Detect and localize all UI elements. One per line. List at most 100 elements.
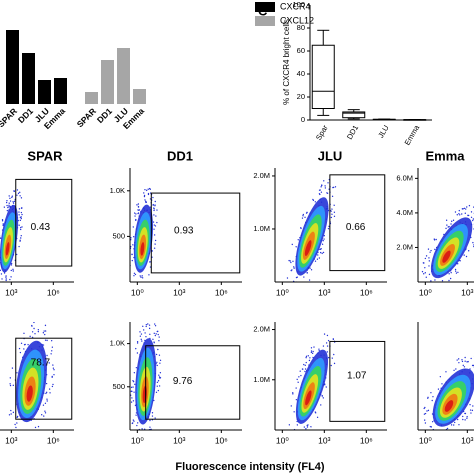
event-dot: [46, 400, 48, 402]
event-dot: [156, 385, 158, 387]
event-dot: [435, 238, 437, 241]
event-dot: [442, 436, 444, 438]
event-dot: [20, 237, 22, 239]
event-dot: [301, 431, 303, 433]
event-dot: [20, 440, 22, 442]
category-label: Spar: [314, 123, 330, 142]
event-dot: [456, 359, 458, 361]
event-dot: [53, 373, 55, 376]
flow-panel: 10⁰ 10³ 10⁶ 500 1.0K 9.76: [110, 322, 242, 445]
event-dot: [424, 266, 426, 269]
event-dot: [130, 386, 133, 389]
bar: [133, 89, 146, 104]
event-dot: [136, 342, 139, 344]
event-dot: [330, 216, 333, 219]
event-dot: [18, 208, 21, 210]
event-dot: [305, 432, 307, 434]
event-dot: [295, 387, 297, 389]
event-dot: [449, 277, 452, 280]
event-dot: [454, 211, 457, 213]
event-dot: [462, 208, 464, 210]
event-dot: [448, 273, 450, 275]
event-dot: [325, 342, 328, 344]
density: [130, 187, 158, 279]
event-dot: [149, 426, 151, 428]
event-dot: [321, 252, 323, 255]
bar: [6, 30, 19, 104]
event-dot: [34, 426, 37, 429]
density-level: [140, 242, 145, 256]
event-dot: [142, 325, 144, 328]
event-dot: [469, 409, 472, 411]
event-dot: [148, 187, 151, 190]
category-label: DD1: [16, 106, 35, 125]
event-dot: [309, 267, 311, 269]
event-dot: [319, 251, 322, 254]
event-dot: [147, 323, 149, 325]
event-dot: [327, 339, 330, 342]
y-axis-title: % of CXCR4 bright cells: [282, 19, 291, 105]
event-dot: [299, 370, 301, 372]
event-dot: [145, 323, 148, 326]
event-dot: [31, 325, 33, 327]
event-dot: [132, 380, 134, 382]
event-dot: [144, 440, 145, 441]
event-dot: [154, 334, 157, 337]
event-dot: [52, 364, 54, 366]
event-dot: [44, 402, 47, 405]
event-dot: [33, 322, 35, 324]
event-dot: [321, 184, 323, 186]
event-dot: [18, 224, 20, 226]
bar: [117, 48, 130, 104]
event-dot: [15, 253, 18, 256]
event-dot: [429, 425, 432, 428]
event-dot: [445, 219, 448, 221]
event-dot: [140, 276, 142, 278]
event-dot: [41, 414, 43, 416]
event-dot: [288, 259, 290, 262]
flow-panel: 10⁰10³10⁶0.43: [0, 178, 74, 297]
x-tick-label: 10³: [173, 435, 185, 445]
event-dot: [5, 201, 8, 204]
event-dot: [149, 260, 151, 263]
event-dot: [432, 288, 434, 290]
event-dot: [441, 279, 444, 282]
event-dot: [43, 415, 45, 417]
gate-percent: 1.07: [347, 371, 367, 382]
event-dot: [464, 356, 466, 359]
event-dot: [434, 248, 436, 251]
event-dot: [427, 397, 429, 399]
event-dot: [154, 239, 157, 242]
x-tick-label: 10⁰: [276, 287, 289, 297]
event-dot: [423, 273, 425, 275]
density: [423, 356, 474, 439]
event-dot: [20, 342, 23, 344]
event-dot: [20, 207, 23, 209]
event-dot: [18, 211, 20, 213]
event-dot: [153, 207, 155, 209]
event-dot: [133, 372, 136, 374]
event-dot: [133, 275, 135, 277]
event-dot: [134, 273, 137, 276]
event-dot: [136, 340, 139, 343]
event-dot: [134, 383, 136, 385]
event-dot: [52, 367, 55, 369]
y-tick-label: 500: [112, 231, 125, 240]
event-dot: [466, 417, 468, 419]
event-dot: [292, 392, 294, 394]
event-dot: [147, 188, 149, 190]
event-dot: [433, 239, 436, 241]
event-dot: [333, 362, 336, 365]
event-dot: [440, 437, 442, 439]
event-dot: [320, 404, 322, 406]
event-dot: [12, 202, 15, 204]
event-dot: [326, 192, 329, 195]
event-dot: [308, 359, 311, 362]
event-dot: [18, 245, 20, 248]
event-dot: [50, 339, 53, 342]
event-dot: [138, 431, 139, 432]
event-dot: [453, 369, 455, 372]
event-dot: [15, 426, 17, 429]
event-dot: [327, 182, 329, 184]
event-dot: [21, 213, 23, 216]
